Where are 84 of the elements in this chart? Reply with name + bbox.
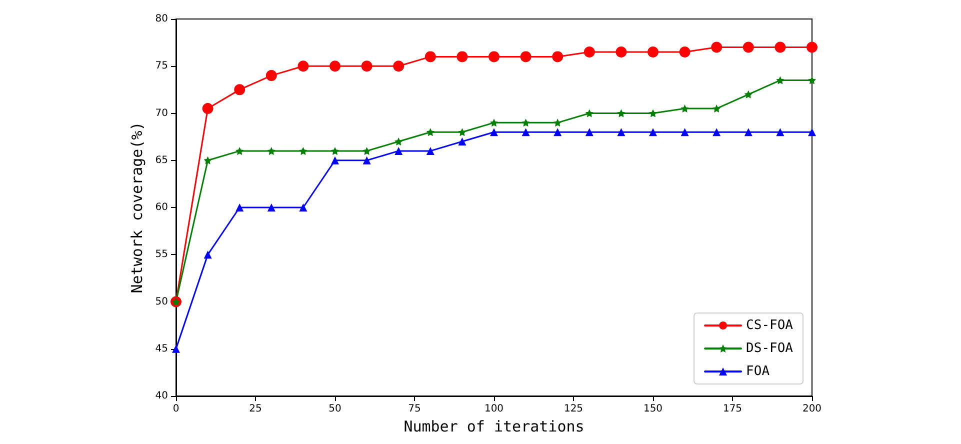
point: [298, 60, 309, 72]
point: [679, 46, 690, 58]
point: [711, 42, 722, 53]
point: [266, 70, 277, 82]
point: [808, 76, 816, 84]
point: [774, 42, 786, 53]
point: [426, 128, 434, 136]
point: [490, 128, 498, 136]
x-tick-label: 50: [328, 404, 342, 414]
y-tick-label: 70: [155, 108, 168, 119]
point: [490, 118, 498, 127]
x-tick-label: 125: [564, 404, 584, 414]
point: [456, 51, 468, 62]
point: [234, 84, 246, 96]
legend-label: CS-FOA: [746, 318, 794, 333]
point: [299, 204, 308, 212]
point: [202, 103, 214, 114]
point: [742, 42, 754, 53]
point: [554, 128, 562, 136]
x-tick-label: 100: [484, 404, 504, 414]
point: [776, 76, 784, 84]
point: [808, 128, 816, 136]
y-tick-label: 65: [155, 154, 168, 166]
point: [204, 156, 212, 164]
x-axis-title: Number of iterations: [404, 417, 584, 436]
point: [426, 146, 434, 155]
point: [362, 156, 371, 164]
point: [458, 128, 466, 136]
point: [712, 128, 721, 136]
point: [204, 250, 212, 259]
point: [649, 109, 657, 118]
point: [424, 51, 436, 62]
legend-label: DS-FOA: [746, 341, 794, 356]
point: [616, 46, 627, 58]
point: [744, 128, 752, 136]
point: [172, 344, 180, 353]
legend-label: FOA: [746, 364, 770, 379]
point: [585, 128, 594, 136]
point: [712, 104, 721, 113]
y-axis-title: Network coverage(%): [128, 122, 146, 294]
point: [236, 204, 244, 212]
point: [520, 51, 532, 62]
point: [267, 146, 276, 155]
x-tick-label: 0: [172, 404, 180, 414]
point: [331, 146, 339, 155]
point: [776, 128, 784, 136]
point: [522, 128, 530, 136]
point: [331, 156, 339, 164]
point: [458, 138, 466, 146]
point: [584, 46, 595, 58]
x-tick-label: 150: [643, 404, 663, 414]
x-tick-label: 25: [249, 404, 262, 414]
y-tick-label: 40: [155, 390, 168, 402]
y-tick-label: 75: [155, 60, 168, 72]
point: [522, 118, 530, 127]
point: [393, 60, 404, 72]
point: [585, 109, 594, 118]
y-tick-label: 50: [155, 296, 168, 308]
point: [744, 90, 752, 98]
y-tick-label: 60: [155, 202, 168, 213]
point: [617, 128, 626, 136]
point: [617, 109, 626, 118]
point: [806, 42, 818, 53]
point: [267, 204, 276, 212]
point: [649, 128, 657, 136]
point: [236, 146, 244, 155]
y-tick-label: 80: [155, 14, 168, 24]
point: [552, 51, 564, 62]
y-tick-label: 55: [155, 249, 168, 260]
point: [394, 138, 403, 146]
point: [488, 51, 500, 62]
x-tick-label: 75: [408, 404, 421, 414]
x-tick-label: 200: [802, 404, 822, 414]
point: [362, 146, 371, 155]
x-tick-label: 175: [722, 404, 742, 414]
point: [680, 104, 689, 113]
y-tick-label: 45: [155, 343, 168, 354]
point: [554, 118, 562, 127]
point: [680, 128, 689, 136]
point: [394, 146, 403, 155]
point: [361, 60, 372, 72]
point: [330, 60, 340, 72]
point: [648, 46, 658, 58]
point: [299, 146, 308, 155]
